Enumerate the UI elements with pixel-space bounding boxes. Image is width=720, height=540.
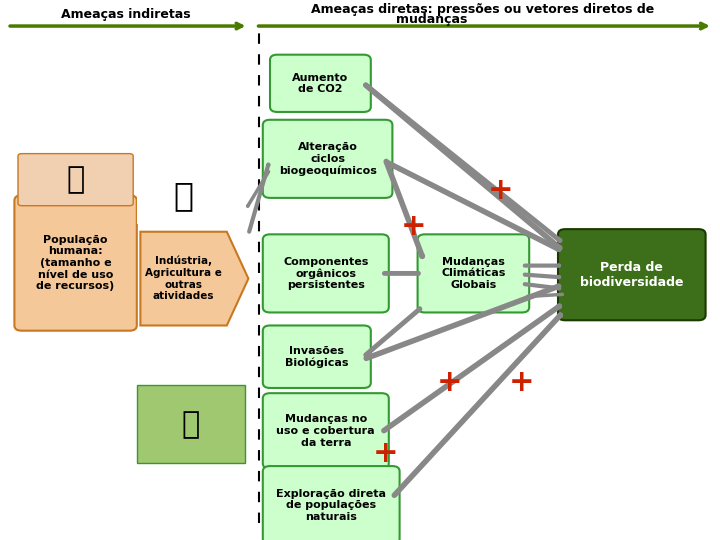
- Text: Ameaças indiretas: Ameaças indiretas: [61, 8, 191, 21]
- Text: 🚜: 🚜: [181, 410, 200, 439]
- Text: mudanças: mudanças: [396, 13, 468, 26]
- Text: Indústria,
Agricultura e
outras
atividades: Indústria, Agricultura e outras atividad…: [145, 256, 222, 301]
- Text: Mudanças no
uso e cobertura
da terra: Mudanças no uso e cobertura da terra: [276, 414, 375, 448]
- FancyBboxPatch shape: [270, 55, 371, 112]
- Text: Invasões
Biológicas: Invasões Biológicas: [285, 346, 348, 368]
- Text: População
humana:
(tamanho e
nível de uso
de recursos): População humana: (tamanho e nível de us…: [37, 235, 114, 291]
- Text: +: +: [487, 176, 513, 205]
- Text: Componentes
orgânicos
persistentes: Componentes orgânicos persistentes: [283, 256, 369, 291]
- FancyBboxPatch shape: [263, 393, 389, 469]
- Text: +: +: [509, 368, 535, 397]
- FancyBboxPatch shape: [263, 234, 389, 313]
- Text: 🏭: 🏭: [174, 179, 194, 212]
- FancyBboxPatch shape: [558, 229, 706, 320]
- FancyBboxPatch shape: [137, 386, 245, 463]
- FancyBboxPatch shape: [14, 195, 137, 330]
- Text: Ameaças diretas: pressões ou vetores diretos de: Ameaças diretas: pressões ou vetores dir…: [311, 3, 654, 16]
- Text: +: +: [437, 368, 463, 397]
- Text: Aumento
de CO2: Aumento de CO2: [292, 72, 348, 94]
- FancyBboxPatch shape: [137, 167, 230, 224]
- Text: Mudanças
Climáticas
Globais: Mudanças Climáticas Globais: [441, 257, 505, 290]
- Text: Alteração
ciclos
biogeoquímicos: Alteração ciclos biogeoquímicos: [279, 142, 377, 176]
- Text: +: +: [401, 212, 427, 241]
- FancyBboxPatch shape: [263, 466, 400, 540]
- Text: +: +: [372, 438, 398, 468]
- FancyBboxPatch shape: [263, 326, 371, 388]
- Polygon shape: [140, 232, 248, 326]
- FancyBboxPatch shape: [263, 120, 392, 198]
- Text: Exploração direta
de populações
naturais: Exploração direta de populações naturais: [276, 489, 386, 522]
- Text: Perda de
biodiversidade: Perda de biodiversidade: [580, 261, 683, 289]
- FancyBboxPatch shape: [418, 234, 529, 313]
- Text: 👥: 👥: [66, 165, 85, 194]
- FancyBboxPatch shape: [18, 153, 133, 206]
